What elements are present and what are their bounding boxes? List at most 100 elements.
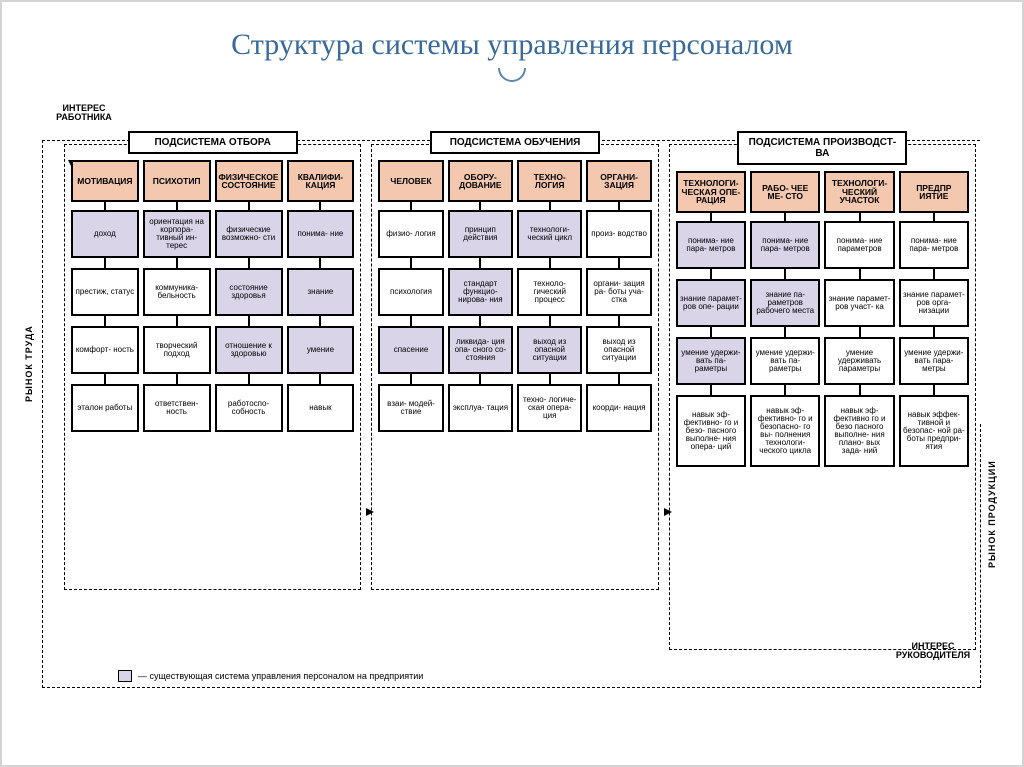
connector <box>933 385 935 395</box>
subsystem-header: ПОДСИСТЕМА ОТБОРА <box>128 131 298 154</box>
cell: техно- логиче- ская опера- ция <box>517 384 582 432</box>
column-0: ЧЕЛОВЕКфизио- логияпсихологияспасениевза… <box>378 160 443 581</box>
connector <box>319 316 321 326</box>
connector <box>479 316 481 326</box>
connector <box>410 258 412 268</box>
cell: доход <box>71 210 139 258</box>
cell: ответствен- ность <box>143 384 211 432</box>
cell: эталон работы <box>71 384 139 432</box>
connector <box>176 202 178 210</box>
category-box: МОТИВАЦИЯ <box>71 160 139 202</box>
cell: умение удержи- вать пара- метры <box>899 337 969 385</box>
connector <box>104 258 106 268</box>
connector <box>319 258 321 268</box>
cell: навык эф- фективно го и безо пасного вып… <box>824 395 894 467</box>
cell: ликвида- ция опа- сного со- стояния <box>448 326 513 374</box>
connector <box>784 213 786 221</box>
label-worker-interest: ИНТЕРЕС РАБОТНИКА <box>44 104 124 123</box>
legend-text: — существующая система управления персон… <box>138 671 423 681</box>
column-1: ПСИХОТИП ориентация на корпора- тивный ин… <box>143 160 211 581</box>
connector <box>710 327 712 337</box>
category-box: ТЕХНОЛОГИ- ЧЕСКИЙ УЧАСТОК <box>824 171 894 213</box>
connector <box>710 213 712 221</box>
column-0: ТЕХНОЛОГИ- ЧЕСКАЯ ОПЕ- РАЦИЯпонима- ние … <box>676 171 746 641</box>
connector <box>176 316 178 326</box>
connector <box>248 258 250 268</box>
category-box: ОРГАНИ- ЗАЦИЯ <box>586 160 651 202</box>
connector <box>549 374 551 384</box>
cell: понима- ние пара- метров <box>899 221 969 269</box>
connector <box>176 374 178 384</box>
category-box: ПСИХОТИП <box>143 160 211 202</box>
category-box: РАБО- ЧЕЕ МЕ- СТО <box>750 171 820 213</box>
cell: техноло- гический процесс <box>517 268 582 316</box>
connector <box>104 374 106 384</box>
connector <box>784 385 786 395</box>
cell: престиж, статус <box>71 268 139 316</box>
connector <box>933 213 935 221</box>
cell: ориентация на корпора- тивный ин- терес <box>143 210 211 258</box>
legend: — существующая система управления персон… <box>118 670 423 682</box>
connector <box>784 269 786 279</box>
connector <box>710 385 712 395</box>
connector <box>479 374 481 384</box>
connector <box>410 374 412 384</box>
subsystems-row: ПОДСИСТЕМА ОТБОРАМОТИВАЦИЯдоходпрестиж, … <box>64 144 976 650</box>
category-box: ЧЕЛОВЕК <box>378 160 443 202</box>
diagram-area: ИНТЕРЕС РАБОТНИКА ИНТЕРЕС РУКОВОДИТЕЛЯ Р… <box>18 104 1006 728</box>
cell: понима- ние пара- метров <box>676 221 746 269</box>
column-3: ОРГАНИ- ЗАЦИЯ произ- водство органи- зация… <box>586 160 651 581</box>
connector <box>549 316 551 326</box>
connector <box>248 316 250 326</box>
cell: понима- ние пара- метров <box>750 221 820 269</box>
cell: принцип действия <box>448 210 513 258</box>
subsystem-header: ПОДСИСТЕМА ОБУЧЕНИЯ <box>430 131 600 154</box>
cell: навык эф- фективно- го и безо- пасного в… <box>676 395 746 467</box>
cell: органи- зация ра- боты уча- стка <box>586 268 651 316</box>
cell: знание парамет- ров орга- низации <box>899 279 969 327</box>
cell: знание <box>287 268 355 316</box>
cell: физические возможно- сти <box>215 210 283 258</box>
cell: умение <box>287 326 355 374</box>
connector <box>248 374 250 384</box>
cell: произ- водство <box>586 210 651 258</box>
cell: навык <box>287 384 355 432</box>
connector <box>549 258 551 268</box>
cell: знание парамет- ров участ- ка <box>824 279 894 327</box>
column-1: ОБОРУ- ДОВАНИЕпринцип действиястандарт ф… <box>448 160 513 581</box>
category-box: КВАЛИФИ- КАЦИЯ <box>287 160 355 202</box>
connector <box>933 327 935 337</box>
column-2: ТЕХНО- ЛОГИЯтехнологи- ческий циклтехнол… <box>517 160 582 581</box>
category-box: ФИЗИЧЕСКОЕ СОСТОЯНИЕ <box>215 160 283 202</box>
cell: понима- ние параметров <box>824 221 894 269</box>
connector <box>618 374 620 384</box>
cell: умение удерживать параметры <box>824 337 894 385</box>
cell: взаи- модей- ствие <box>378 384 443 432</box>
title-ornament <box>498 68 526 82</box>
connector <box>933 269 935 279</box>
connector <box>618 258 620 268</box>
category-box: ОБОРУ- ДОВАНИЕ <box>448 160 513 202</box>
subsystem-header: ПОДСИСТЕМА ПРОИЗВОДСТ- ВА <box>737 131 907 165</box>
cell: эксплуа- тация <box>448 384 513 432</box>
connector <box>784 327 786 337</box>
cell: технологи- ческий цикл <box>517 210 582 258</box>
cell: работоспо- собность <box>215 384 283 432</box>
cell: коорди- нация <box>586 384 651 432</box>
connector <box>859 385 861 395</box>
connector <box>710 269 712 279</box>
page-title: Структура системы управления персоналом <box>2 2 1022 62</box>
cell: спасение <box>378 326 443 374</box>
cell: знание парамет- ров опе- рации <box>676 279 746 327</box>
connector <box>479 258 481 268</box>
column-0: МОТИВАЦИЯдоходпрестиж, статускомфорт- но… <box>71 160 139 581</box>
connector <box>248 202 250 210</box>
connector <box>104 202 106 210</box>
connector <box>479 202 481 210</box>
column-2: ФИЗИЧЕСКОЕ СОСТОЯНИЕ физические возможно-… <box>215 160 283 581</box>
connector <box>859 327 861 337</box>
connector <box>618 316 620 326</box>
cell: коммуника- бельность <box>143 268 211 316</box>
column-2: ТЕХНОЛОГИ- ЧЕСКИЙ УЧАСТОК понима- ние пар… <box>824 171 894 641</box>
cell: понима- ние <box>287 210 355 258</box>
